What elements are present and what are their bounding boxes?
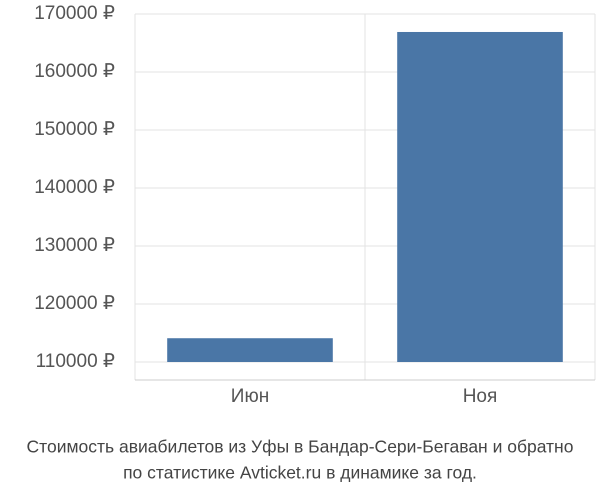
chart-title: Стоимость авиабилетов из Уфы в Бандар-Се… xyxy=(27,437,574,457)
bar xyxy=(397,31,563,362)
y-tick-label: 150000 ₽ xyxy=(34,119,115,140)
y-tick-label: 120000 ₽ xyxy=(34,293,115,314)
y-tick-label: 140000 ₽ xyxy=(34,177,115,198)
x-tick-label: Июн xyxy=(231,386,269,407)
y-tick-label: 160000 ₽ xyxy=(34,61,115,82)
bar xyxy=(167,338,333,362)
chart-title: по статистике Avticket.ru в динамике за … xyxy=(123,463,477,483)
x-tick-label: Ноя xyxy=(463,386,498,407)
y-tick-label: 130000 ₽ xyxy=(34,235,115,256)
y-tick-label: 170000 ₽ xyxy=(34,3,115,24)
y-tick-label: 110000 ₽ xyxy=(36,351,115,372)
